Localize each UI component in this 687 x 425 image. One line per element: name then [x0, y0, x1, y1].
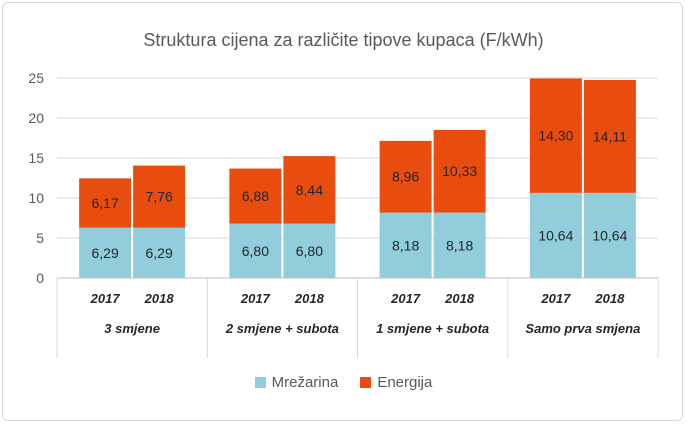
data-label: 8,18: [446, 237, 473, 253]
legend-item-energija: Energija: [360, 374, 432, 391]
data-label: 8,18: [392, 237, 419, 253]
legend-swatch-mrezarina: [254, 377, 266, 388]
bar-energija: [283, 156, 336, 224]
x-tick-label-year: 2018: [294, 291, 325, 306]
bar-mrezarina: [79, 227, 132, 278]
bar-mrezarina: [283, 223, 336, 278]
x-tick-label-year: 2018: [144, 291, 175, 306]
x-group-label: 1 smjene + subota: [376, 321, 489, 336]
y-tick-label: 25: [28, 70, 44, 86]
data-label: 8,96: [392, 169, 419, 185]
y-tick-label: 20: [28, 110, 44, 126]
y-tick-label: 15: [28, 150, 44, 166]
y-tick-label: 5: [36, 230, 44, 246]
data-label: 8,44: [296, 182, 323, 198]
data-label: 14,11: [593, 128, 627, 144]
chart-title: Struktura cijena za različite tipove kup…: [143, 30, 544, 50]
bar-energija: [433, 129, 486, 213]
bar-energija: [229, 168, 282, 224]
x-tick-label-year: 2018: [594, 291, 625, 306]
bar-mrezarina: [583, 192, 636, 278]
x-group-label: 3 smjene: [104, 321, 160, 336]
y-tick-label: 0: [36, 270, 44, 286]
legend-label-energija: Energija: [377, 374, 433, 391]
data-label: 6,29: [92, 245, 119, 261]
x-tick-label-year: 2018: [444, 291, 475, 306]
x-tick-label-year: 2017: [540, 291, 571, 306]
data-label: 7,76: [146, 189, 173, 205]
data-label: 14,30: [538, 128, 573, 144]
bar-energija: [529, 78, 582, 193]
chart-legend: Mrežarina Energija: [0, 374, 687, 391]
bar-mrezarina: [133, 227, 186, 278]
data-label: 6,17: [92, 195, 119, 211]
bar-energija: [583, 80, 636, 193]
x-group-label: 2 smjene + subota: [225, 321, 339, 336]
legend-label-mrezarina: Mrežarina: [271, 374, 339, 391]
data-label: 6,88: [242, 188, 269, 204]
x-tick-label-year: 2017: [390, 291, 421, 306]
data-label: 10,33: [442, 163, 477, 179]
bar-mrezarina: [529, 192, 582, 278]
data-label: 6,80: [296, 243, 323, 259]
legend-swatch-energija: [360, 377, 372, 388]
data-label: 10,64: [538, 227, 573, 243]
x-group-label: Samo prva smjena: [525, 321, 640, 336]
x-tick-label-year: 2017: [240, 291, 271, 306]
data-label: 10,64: [592, 227, 627, 243]
bar-mrezarina: [433, 212, 486, 278]
bar-energija: [79, 178, 132, 228]
bar-energija: [133, 165, 186, 228]
x-tick-label-year: 2017: [90, 291, 121, 306]
data-label: 6,29: [146, 245, 173, 261]
legend-item-mrezarina: Mrežarina: [254, 374, 339, 391]
bar-energija: [379, 140, 432, 213]
y-tick-label: 10: [28, 190, 44, 206]
bar-mrezarina: [379, 212, 432, 278]
bar-mrezarina: [229, 223, 282, 278]
data-label: 6,80: [242, 243, 269, 259]
